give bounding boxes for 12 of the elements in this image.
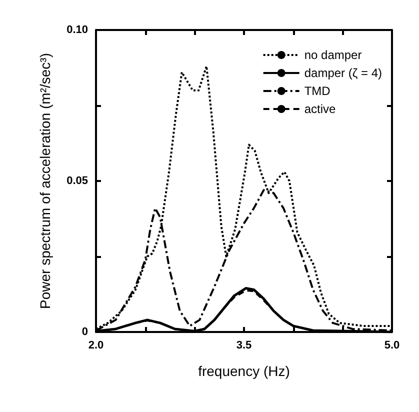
x-tick-label: 3.5 xyxy=(236,340,252,352)
y-tick-label: 0 xyxy=(82,326,88,338)
x-tick-label: 2.0 xyxy=(88,340,104,352)
legend-label: damper (ζ = 4) xyxy=(304,66,382,80)
x-tick-label: 5.0 xyxy=(384,340,400,352)
y-tick-label: 0.10 xyxy=(66,24,88,36)
legend-label: TMD xyxy=(304,84,331,98)
x-axis-title: frequency (Hz) xyxy=(198,363,290,379)
y-tick-label: 0.05 xyxy=(66,175,88,187)
legend-label: no damper xyxy=(304,48,362,62)
legend-label: active xyxy=(304,102,336,116)
y-axis-title: Power spectrum of acceleration (m²/sec³) xyxy=(37,53,53,309)
